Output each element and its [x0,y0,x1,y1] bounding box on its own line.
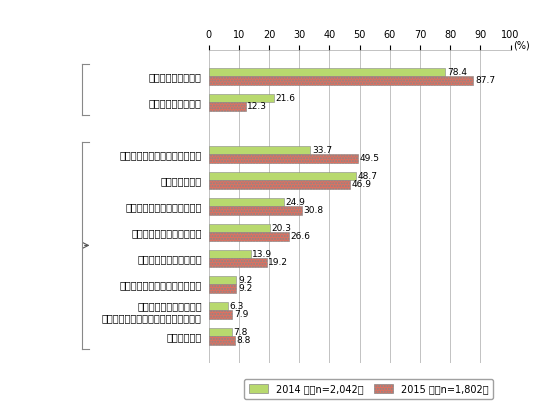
Bar [209,259,267,267]
Bar [209,337,235,345]
Bar [209,302,228,310]
Bar [209,103,246,111]
Bar [209,94,274,103]
Bar [209,232,289,241]
Text: 26.6: 26.6 [290,232,310,241]
Text: 12.3: 12.3 [247,102,267,111]
Bar [209,154,358,163]
Legend: 2014 年（n=2,042）, 2015 年（n=1,802）: 2014 年（n=2,042）, 2015 年（n=1,802） [244,379,493,399]
Bar [209,276,237,284]
Text: 87.7: 87.7 [475,76,495,85]
Text: 48.7: 48.7 [357,172,377,181]
Bar [209,284,237,293]
Text: 6.3: 6.3 [229,302,244,311]
Bar [209,328,232,337]
Bar [209,146,310,154]
Bar [209,250,250,259]
Text: 7.8: 7.8 [234,328,248,337]
Bar [209,68,445,76]
Text: 46.9: 46.9 [352,180,372,189]
Text: 21.6: 21.6 [276,94,295,103]
Text: 8.8: 8.8 [237,336,251,345]
Text: 33.7: 33.7 [312,146,332,155]
Text: (%): (%) [514,40,530,50]
Text: 24.9: 24.9 [285,198,305,207]
Bar [209,310,232,319]
Bar [209,76,473,85]
Text: 13.9: 13.9 [252,250,272,259]
Text: 19.2: 19.2 [268,258,288,267]
Bar [209,198,284,206]
Text: 49.5: 49.5 [360,154,379,163]
Bar [209,181,350,189]
Text: 9.2: 9.2 [238,276,252,285]
Text: 20.3: 20.3 [271,224,292,233]
Text: 78.4: 78.4 [447,68,467,77]
Text: 7.9: 7.9 [234,310,248,319]
Bar [209,172,356,181]
Bar [209,206,301,215]
Text: 9.2: 9.2 [238,284,252,293]
Text: 30.8: 30.8 [303,206,323,215]
Bar [209,224,270,232]
